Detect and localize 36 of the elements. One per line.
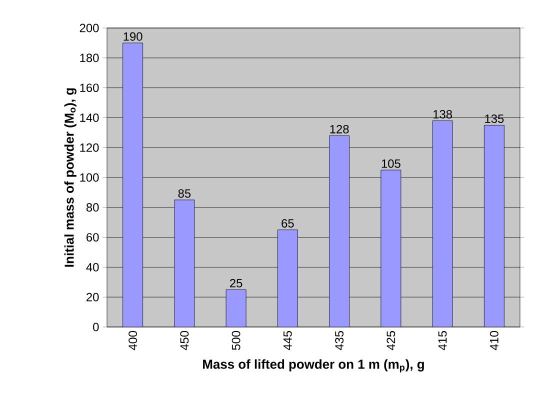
x-tick-label: 435 [335,331,344,350]
data-label: 190 [124,32,142,41]
x-tick-label: 500 [232,330,240,350]
data-label: 128 [330,124,349,134]
y-tick-label: 60 [86,233,99,242]
bar [277,230,298,327]
y-tick-label: 140 [80,113,99,122]
y-tick-label: 160 [80,84,99,92]
data-label: 105 [382,159,400,168]
y-tick-label: 40 [86,262,99,272]
y-tick-label: 120 [80,143,99,152]
x-tick-label: 425 [386,331,396,350]
x-tick-label: 415 [438,331,447,350]
x-tick-label: 410 [490,330,498,350]
bar [432,120,453,327]
x-tick-label: 400 [128,330,138,350]
y-tick-label: 80 [86,203,99,212]
x-tick-label: 450 [180,330,189,350]
bar [122,42,144,327]
data-label: 138 [433,110,452,118]
bar [380,170,402,327]
y-axis-title: Initial mass of powder (M$_{o}$), g [64,88,76,267]
bar [226,289,246,327]
x-axis-title: Mass of lifted powder on 1 m (m$_{p}$), g [203,359,424,372]
y-tick-label: 200 [80,24,99,32]
y-tick-label: 20 [86,292,99,302]
y-tick-label: 0 [93,322,99,332]
data-label: 65 [282,219,294,228]
bar [329,135,350,327]
bar [484,124,504,327]
y-tick-label: 180 [80,54,99,62]
x-tick-label: 445 [284,331,292,350]
y-tick-label: 100 [80,173,99,182]
data-label: 85 [178,189,191,198]
data-label: 25 [230,278,242,288]
bar [174,200,195,327]
